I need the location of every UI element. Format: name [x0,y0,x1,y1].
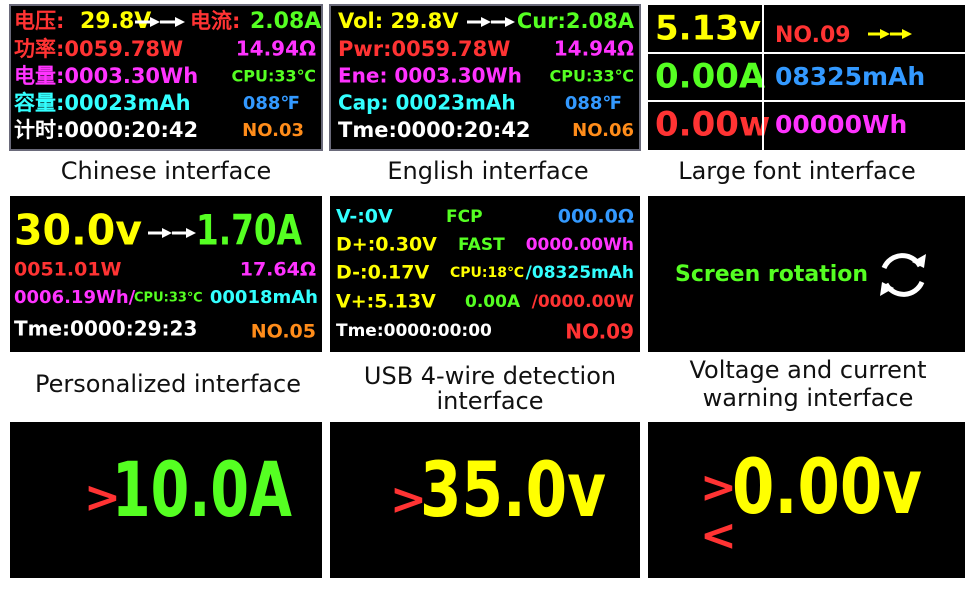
screen-text: NO.05 [251,321,316,343]
rotate-icon [880,282,894,296]
screen-text: > [390,474,427,525]
screen-text: > [700,462,737,513]
screen-text: 2.08A [250,9,321,34]
arrow-head [150,17,160,27]
screen-text: 35.0v [420,445,606,534]
screen-text: Vol: 29.8V [338,9,459,33]
screen-text: /08325mAh [526,263,634,283]
screen-text: 30.0v [14,206,142,255]
screen-text: Pwr:0059.78W [338,37,510,61]
screen-text: 0.00w [655,105,770,145]
screen-text: 000.0Ω [558,206,634,228]
screen-text: 电流: [190,9,240,33]
screen-text: 00018mAh [210,287,318,308]
screen-text: Cap: 00023mAh [338,91,516,115]
screen-text: 0.00A [465,292,521,312]
screen-text: 0000.00Wh [526,235,634,255]
screen-text: 计时:0000:20:42 [14,118,198,142]
caption: warning interface [703,384,914,412]
caption: Personalized interface [35,370,301,398]
screen-text: FCP [446,207,483,227]
screen-text: Ene: 0003.30Wh [338,64,522,88]
screen-text: 电压: [14,9,64,33]
screen-text: 0.00A [655,57,766,97]
screen-text: 0051.01W [14,259,122,281]
screen-text: D+:0.30V [336,234,437,256]
rotate-icon [912,254,926,268]
caption: English interface [387,157,588,185]
screen-text: CPU:33℃ [550,67,635,86]
screen-text: 08325mAh [775,62,925,91]
screen-text: V-:0V [336,206,393,228]
screen-text: NO.06 [572,120,634,141]
screen-text: D-:0.17V [336,262,429,284]
screen [329,4,641,151]
screen [648,422,965,578]
arrow-head [505,17,515,27]
screen-text: NO.03 [242,120,304,141]
screen-text: 0.00v [732,442,922,531]
screen-text: 088℉ [565,93,622,114]
screen-text: 17.64Ω [240,259,316,281]
arrow-head [880,29,890,39]
screen-text: Cur:2.08A [517,9,635,33]
screen [330,422,640,578]
screen-text: 088℉ [243,93,300,114]
arrow-head [175,17,185,27]
screen-text: Tme:0000:29:23 [14,317,197,341]
screen-text: 14.94Ω [236,37,316,61]
caption: USB 4-wire detection [364,362,616,390]
screen [330,196,640,352]
screen-text: 10.0A [112,445,292,534]
screen-text: 14.94Ω [554,37,634,61]
screen-text: CPU:18℃ [450,265,524,281]
screen-text: NO.09 [565,320,634,344]
screen-text: 电量:0003.30Wh [14,64,198,88]
screen [10,422,322,578]
screen-text: 0006.19Wh/ [14,287,136,308]
screen-text: 1.70A [196,206,302,255]
screen-text: Screen rotation [675,262,868,287]
screen-text: < [700,510,737,561]
screen-text: Tme:0000:20:42 [338,118,531,142]
screen [10,196,322,352]
screen-text: CPU:33℃ [232,67,317,86]
screen-text: /0000.00W [532,292,635,312]
caption: Voltage and current [689,356,926,384]
arrow-head [162,228,172,238]
caption: Large font interface [678,157,916,185]
screen-text: 容量:00023mAh [14,91,191,115]
screen [648,196,965,352]
screen-text: CPU:33℃ [134,291,203,306]
caption: Chinese interface [61,157,272,185]
screen-text: 00000Wh [775,110,907,139]
caption: interface [436,387,543,415]
arrow-head [186,228,196,238]
screen [648,5,965,150]
screen-text: FAST [458,235,505,255]
arrow-head [902,29,912,39]
screen-text: 功率:0059.78W [14,37,183,61]
screen-text: 5.13v [655,9,761,49]
screen-text: V+:5.13V [336,291,436,313]
screen [9,4,323,151]
screen-text: > [84,472,121,523]
arrow-head [481,17,491,27]
screen-text: NO.09 [775,23,851,48]
screen-text: Tme:0000:00:00 [336,321,492,341]
